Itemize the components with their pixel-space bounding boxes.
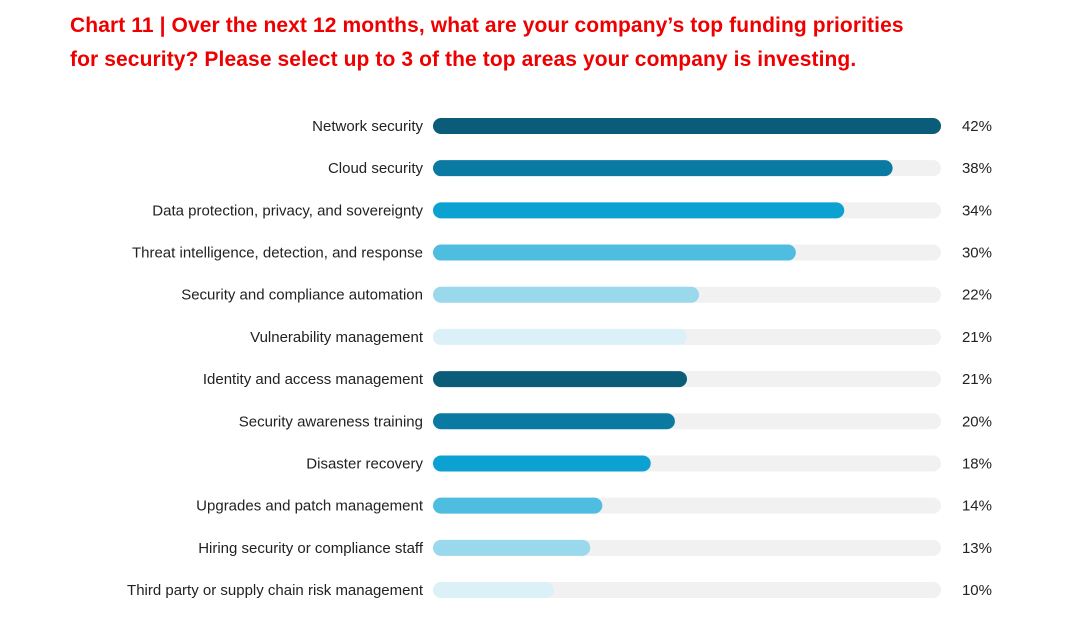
- chart-title-line-2: for security? Please select up to 3 of t…: [70, 48, 857, 71]
- category-label: Third party or supply chain risk managem…: [127, 582, 424, 599]
- value-label: 34%: [962, 202, 992, 219]
- value-label: 13%: [962, 540, 992, 557]
- category-label: Identity and access management: [203, 371, 424, 388]
- category-label: Threat intelligence, detection, and resp…: [132, 245, 423, 262]
- chart-title-line-1: Chart 11 | Over the next 12 months, what…: [70, 14, 904, 37]
- value-label: 20%: [962, 413, 992, 430]
- bar: [433, 497, 603, 514]
- bar: [433, 328, 687, 345]
- bar: [433, 160, 893, 177]
- value-label: 21%: [962, 329, 992, 346]
- value-label: 18%: [962, 455, 992, 472]
- category-label: Upgrades and patch management: [196, 498, 424, 515]
- bar: [433, 286, 700, 303]
- value-label: 38%: [962, 160, 992, 177]
- value-label: 22%: [962, 287, 992, 304]
- category-label: Security awareness training: [239, 413, 423, 430]
- bar: [433, 244, 796, 261]
- bar: [433, 582, 554, 598]
- value-label: 30%: [962, 245, 992, 262]
- bar-track: [433, 582, 941, 598]
- bar: [433, 202, 845, 219]
- category-label: Security and compliance automation: [181, 287, 423, 304]
- category-label: Hiring security or compliance staff: [198, 540, 424, 557]
- bar: [433, 413, 675, 430]
- chart-title: Chart 11 | Over the next 12 months, what…: [70, 9, 1060, 77]
- category-label: Vulnerability management: [250, 329, 424, 346]
- category-label: Data protection, privacy, and sovereignt…: [152, 202, 423, 219]
- bar: [433, 118, 941, 134]
- value-label: 10%: [962, 582, 992, 599]
- bar: [433, 371, 687, 388]
- value-label: 14%: [962, 498, 992, 515]
- category-label: Network security: [312, 118, 423, 135]
- value-label: 42%: [962, 118, 992, 135]
- category-label: Disaster recovery: [306, 455, 423, 472]
- bar: [433, 455, 651, 472]
- bar: [433, 539, 591, 556]
- category-label: Cloud security: [328, 160, 424, 177]
- value-label: 21%: [962, 371, 992, 388]
